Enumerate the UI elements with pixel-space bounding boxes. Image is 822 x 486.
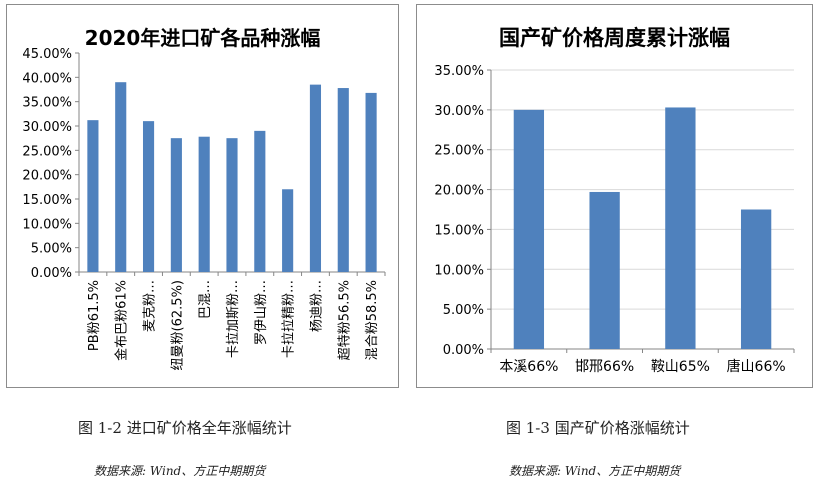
right-chart-x-tick-label: 鞍山65% [651, 359, 710, 375]
left-chart-bar [337, 88, 349, 272]
right-chart-y-tick-label: 10.00% [434, 263, 484, 278]
left-chart-title: 2020年进口矿各品种涨幅 [84, 26, 321, 50]
left-chart-bar [142, 121, 155, 272]
left-chart-bar [254, 130, 266, 272]
right-chart-bar [665, 107, 696, 349]
right-chart-bar [740, 209, 772, 349]
right-chart-y-tick-label: 0.00% [443, 343, 484, 358]
left-chart-bar [226, 138, 238, 272]
right-chart-y-tick-label: 25.00% [434, 144, 484, 159]
right-chart-x-tick-label: 唐山66% [727, 358, 786, 375]
right-chart-panel: 国产矿价格周度累计涨幅 0.00% 5.00% 10.00% 15.00% 20.00%… [416, 4, 813, 388]
left-chart-bar [115, 82, 127, 272]
left-chart-y-tick-label: 25.00% [22, 144, 72, 159]
left-chart-bar [365, 92, 377, 272]
right-chart-y-tick-label: 15.00% [434, 223, 484, 238]
left-chart-x-tick-label: 混合粉58.5% [365, 280, 380, 360]
left-chart-y-tick-label: 35.00% [22, 96, 72, 111]
right-chart-bar [513, 109, 545, 349]
right-chart-x-tick-label: 本溪66% [499, 359, 558, 375]
right-chart-y-tick-label: 30.00% [434, 104, 484, 119]
left-chart-y-tick-label: 0.00% [31, 266, 72, 281]
left-chart-x-tick-label: 巴混… [198, 280, 213, 319]
left-chart-y-tick-label: 20.00% [22, 169, 72, 184]
left-chart-x-tick-label: 纽曼粉(62.5%) [170, 280, 185, 370]
left-chart-panel: 2020年进口矿各品种涨幅 0.00% 5.00% 10.00% 15.00% 20.0… [6, 4, 399, 388]
left-chart-y-tick-label: 10.00% [22, 217, 72, 232]
right-data-source: 数据来源: Wind、方正中期期货 [509, 464, 681, 478]
left-chart-y-tick-label: 5.00% [31, 242, 72, 257]
left-chart-bar [309, 84, 322, 272]
left-bar-chart: 0.00% 5.00% 10.00% 15.00% 20.00% 25.00% 30.00%… [22, 47, 386, 370]
right-chart-bar [589, 191, 620, 349]
left-chart-x-tick-label: 卡拉加斯粉… [226, 280, 241, 358]
left-chart-bar [282, 189, 294, 272]
left-chart-x-tick-label: 卡拉拉精粉… [282, 280, 297, 358]
right-chart-y-tick-label: 5.00% [443, 303, 484, 318]
left-chart-x-tick-label: 金布巴粉61% [114, 280, 130, 361]
right-figure-caption: 图 1-3 国产矿价格涨幅统计 [506, 419, 690, 437]
right-chart-y-tick-label: 20.00% [434, 184, 484, 199]
left-chart-bar [170, 138, 182, 272]
left-data-source: 数据来源: Wind、方正中期期货 [94, 464, 266, 478]
left-chart-y-tick-label: 15.00% [22, 193, 72, 208]
left-chart-x-tick-label: 杨迪粉… [309, 280, 324, 332]
left-chart-x-tick-label: 超特粉56.5% [337, 280, 352, 360]
left-chart-bar [87, 120, 99, 272]
left-chart-y-tick-label: 30.00% [22, 120, 72, 135]
left-chart-bar [198, 136, 210, 272]
left-figure-caption: 图 1-2 进口矿价格全年涨幅统计 [78, 419, 292, 437]
left-chart-x-tick-label: PB粉61.5% [87, 280, 102, 351]
right-chart-title: 国产矿价格周度累计涨幅 [499, 26, 730, 50]
right-chart-y-tick-label: 35.00% [434, 64, 484, 79]
left-chart-y-tick-label: 40.00% [22, 71, 72, 86]
left-chart-x-tick-label: 麦克粉… [143, 280, 158, 332]
right-bar-chart: 0.00% 5.00% 10.00% 15.00% 20.00% 25.00% 30.00%… [434, 64, 795, 375]
left-chart-x-tick-label: 罗伊山粉… [254, 280, 269, 345]
right-chart-x-tick-label: 邯邢66% [575, 359, 634, 375]
left-chart-y-tick-label: 45.00% [22, 47, 72, 62]
